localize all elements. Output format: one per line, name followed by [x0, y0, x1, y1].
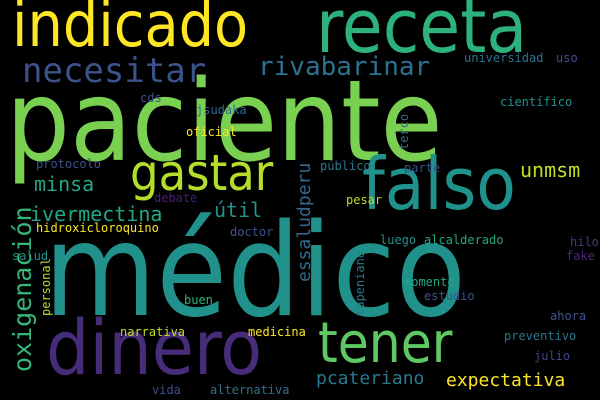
word-debate: debate: [154, 191, 198, 205]
word-fake: fake: [566, 249, 595, 263]
word-rivabarinar: rivabarinar: [258, 52, 431, 82]
word-público: público: [320, 159, 371, 173]
word-unmsm: unmsm: [520, 158, 581, 182]
word-hilo: hilo: [570, 235, 599, 249]
word-tener: tener: [318, 311, 453, 376]
word-salud: salud: [12, 249, 49, 263]
word-oxigenación: oxigenación: [8, 206, 37, 372]
word-oficial: oficial: [186, 125, 237, 139]
word-alternativa: alternativa: [210, 383, 290, 397]
word-cds: cds: [140, 91, 162, 105]
word-terco: terco: [397, 113, 411, 150]
word-hidroxicloroquino: hidroxicloroquino: [36, 221, 159, 235]
word-pesar: pesar: [346, 193, 383, 207]
word-gastar: gastar: [130, 144, 274, 202]
word-alcalderado: alcalderado: [424, 233, 504, 247]
word-minsa: minsa: [34, 172, 95, 196]
word-pcateriano: pcateriano: [316, 368, 425, 389]
word-útil: útil: [214, 198, 263, 222]
word-científico: científico: [500, 95, 573, 109]
word-universidad: universidad: [464, 51, 544, 65]
word-ivermectina: ivermectina: [30, 202, 163, 226]
word-medicina: medicina: [248, 325, 306, 339]
word-receta: receta: [316, 0, 528, 70]
word-uso: uso: [556, 51, 578, 65]
word-julio: julio: [534, 349, 571, 363]
word-personal: personal: [39, 258, 53, 316]
word-médico: médico: [44, 197, 466, 346]
word-dinero: dinero: [46, 303, 263, 392]
word-tapeniano: tapeniano: [353, 250, 367, 316]
word-essaludperu: essaludperu: [294, 162, 315, 282]
word-falso: falso: [362, 142, 516, 226]
word-paciente: paciente: [6, 57, 443, 187]
word-necesitar: necesitar: [22, 51, 207, 91]
word-narrativa: narrativa: [120, 325, 186, 339]
word-indicado: indicado: [12, 0, 249, 61]
word-ahora: ahora: [550, 309, 587, 323]
word-estudio: estudio: [424, 289, 475, 303]
word-parte: parte: [404, 161, 441, 175]
word-jsudaka: jsudaka: [196, 103, 247, 117]
word-luego: luego: [380, 233, 417, 247]
word-buen: buen: [184, 293, 213, 307]
word-vida: vida: [152, 383, 181, 397]
word-expectativa: expectativa: [446, 370, 566, 391]
word-doctor: doctor: [230, 225, 274, 239]
word-protocolo: protocolo: [36, 157, 102, 171]
word-preventivo: preventivo: [504, 329, 577, 343]
word-momento: momento: [404, 275, 455, 289]
